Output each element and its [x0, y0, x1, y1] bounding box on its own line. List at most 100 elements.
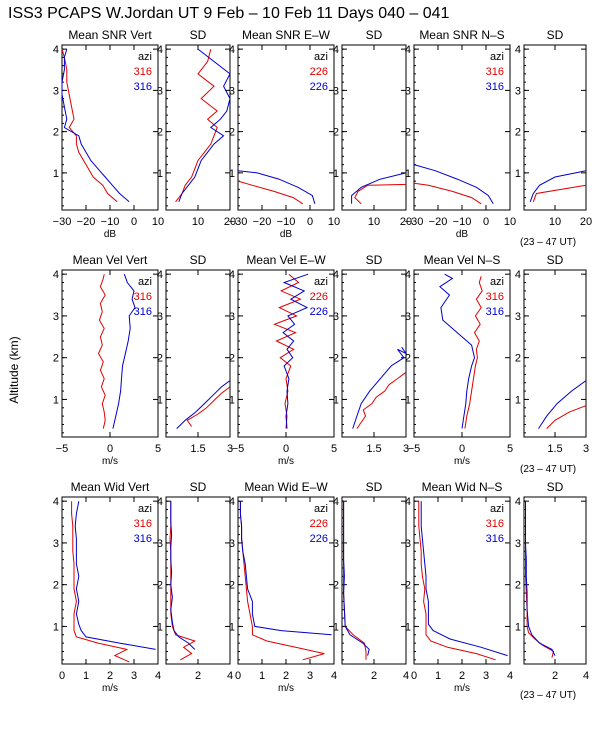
x-tick-label: 10: [328, 216, 340, 228]
time-range-label: (23 – 47 UT): [520, 237, 576, 248]
y-tick-label: 3: [229, 538, 235, 550]
x-tick-label: −20: [429, 216, 448, 228]
y-tick-label: 3: [515, 538, 521, 550]
y-tick-label: 3: [157, 85, 163, 97]
series-line-blue: [525, 501, 556, 656]
legend-entry-blue: 226: [310, 81, 328, 93]
x-tick-label: 0: [235, 670, 241, 682]
y-tick-label: 3: [515, 85, 521, 97]
panel-title: SD: [366, 480, 383, 494]
x-tick-label: −30: [229, 216, 248, 228]
panel-vel-0: Mean Vel Vert 1 2 3 4 −5 0 5 m/s azi 316 316: [53, 253, 161, 467]
legend-entry-blue: 316: [486, 533, 504, 545]
y-tick-label: 1: [53, 394, 59, 406]
x-axis-label: m/s: [102, 683, 118, 694]
y-tick-label: 3: [333, 311, 339, 323]
legend-header: azi: [490, 503, 504, 515]
x-tick-label: 3: [131, 670, 137, 682]
panel-snr-4: Mean SNR N–S 1 2 3 4 −30 −20 −10 0 10 dB azi 316 316: [405, 28, 516, 240]
plot-frame: [165, 44, 231, 211]
y-tick-label: 4: [157, 496, 163, 508]
panel-vel-5: SD 1 2 3 4 1.5 3: [515, 253, 589, 455]
legend-entry-blue: 316: [134, 533, 152, 545]
x-tick-label: 1: [259, 670, 265, 682]
x-tick-label: 20: [580, 216, 592, 228]
series-line-blue: [178, 48, 231, 202]
y-tick-label: 3: [53, 85, 59, 97]
y-tick-label: 1: [405, 168, 411, 180]
x-tick-label: 2: [371, 670, 377, 682]
x-axis-label: m/s: [278, 456, 294, 467]
x-tick-label: 20: [400, 216, 412, 228]
x-tick-label: 10: [152, 216, 164, 228]
panel-vel-3: SD 1 2 3 4 1.5 3: [333, 253, 409, 455]
panel-title: Mean Wid E–W: [244, 480, 328, 494]
series-line-blue: [420, 501, 508, 657]
y-tick-label: 3: [53, 311, 59, 323]
legend-entry-red: 316: [134, 66, 152, 78]
y-tick-label: 2: [515, 127, 521, 139]
x-tick-label: 4: [507, 670, 513, 682]
y-tick-label: 4: [157, 269, 163, 281]
series-line-red: [354, 183, 407, 205]
legend-header: azi: [138, 51, 152, 63]
plot-frame: [523, 44, 587, 211]
x-axis-label: m/s: [454, 456, 470, 467]
y-tick-label: 3: [405, 538, 411, 550]
x-tick-label: 3: [583, 443, 589, 455]
y-tick-label: 4: [229, 496, 235, 508]
plot-frame: [341, 496, 407, 665]
panel-title: Mean SNR E–W: [242, 28, 331, 42]
y-tick-label: 4: [405, 269, 411, 281]
x-tick-label: −5: [56, 443, 69, 455]
x-tick-label: −30: [405, 216, 424, 228]
panel-vel-4: Mean Vel N–S 1 2 3 4 −5 0 5 m/s azi 316 316: [405, 253, 513, 467]
y-tick-label: 1: [53, 621, 59, 633]
y-tick-label: 1: [515, 394, 521, 406]
legend-entry-red: 226: [310, 291, 328, 303]
series-line-red: [525, 501, 555, 658]
x-tick-label: 2: [552, 670, 558, 682]
y-tick-label: 4: [229, 269, 235, 281]
panel-title: SD: [547, 253, 564, 267]
y-tick-label: 4: [405, 44, 411, 56]
plot-frame: [165, 496, 231, 665]
x-tick-label: 0: [459, 443, 465, 455]
legend-header: azi: [138, 503, 152, 515]
y-tick-label: 2: [157, 580, 163, 592]
x-tick-label: 1.5: [366, 443, 381, 455]
y-tick-label: 2: [333, 353, 339, 365]
panel-title: SD: [547, 28, 564, 42]
panel-title: SD: [366, 28, 383, 42]
y-tick-label: 3: [333, 85, 339, 97]
x-tick-label: 0: [483, 216, 489, 228]
x-tick-label: 4: [583, 670, 589, 682]
y-tick-label: 4: [157, 44, 163, 56]
x-tick-label: −10: [453, 216, 472, 228]
y-tick-label: 2: [229, 580, 235, 592]
y-tick-label: 2: [405, 127, 411, 139]
panel-wid-5: SD 1 2 3 4 2 4: [515, 480, 589, 682]
y-tick-label: 2: [515, 580, 521, 592]
x-tick-label: 0: [307, 216, 313, 228]
legend-entry-blue: 316: [486, 306, 504, 318]
panel-title: SD: [547, 480, 564, 494]
panel-wid-3: SD 1 2 3 4 2 4: [333, 480, 409, 682]
legend-entry-red: 316: [134, 518, 152, 530]
panel-title: Mean Vel Vert: [73, 253, 148, 267]
y-tick-label: 2: [53, 580, 59, 592]
y-tick-label: 2: [53, 353, 59, 365]
y-tick-label: 2: [157, 127, 163, 139]
series-line-blue: [439, 273, 476, 429]
series-line-red: [186, 386, 231, 427]
y-tick-label: 3: [53, 538, 59, 550]
x-tick-label: −10: [101, 216, 120, 228]
y-tick-label: 1: [515, 168, 521, 180]
y-tick-label: 2: [229, 127, 235, 139]
legend-entry-blue: 316: [486, 81, 504, 93]
panel-title: SD: [366, 253, 383, 267]
x-tick-label: 1.5: [190, 443, 205, 455]
x-tick-label: 3: [403, 443, 409, 455]
legend-header: azi: [490, 51, 504, 63]
